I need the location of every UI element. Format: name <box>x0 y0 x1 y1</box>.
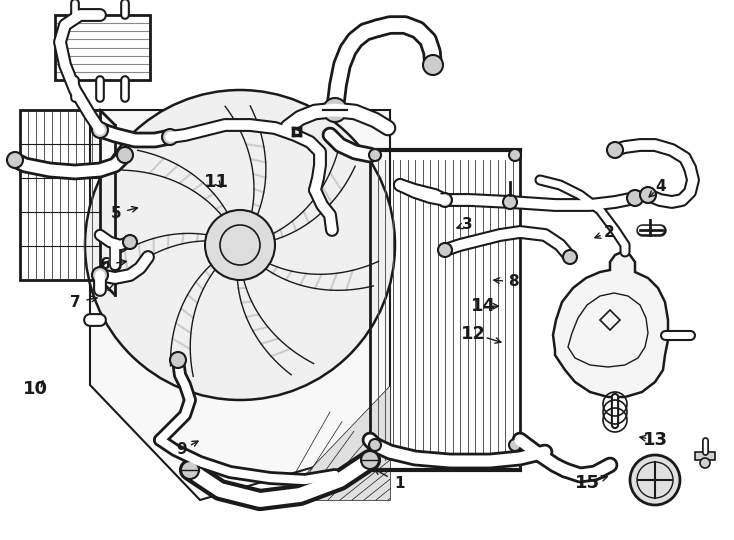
Circle shape <box>640 187 656 203</box>
Text: 8: 8 <box>509 274 519 289</box>
Text: 9: 9 <box>177 442 187 457</box>
Text: 13: 13 <box>643 431 668 449</box>
Text: 3: 3 <box>462 217 473 232</box>
Circle shape <box>607 142 623 158</box>
Circle shape <box>323 98 347 122</box>
Circle shape <box>563 250 577 264</box>
Circle shape <box>509 149 521 161</box>
Circle shape <box>181 461 199 479</box>
Circle shape <box>369 149 381 161</box>
Bar <box>20 110 100 280</box>
Circle shape <box>438 243 452 257</box>
Polygon shape <box>280 385 390 500</box>
Text: 4: 4 <box>655 179 666 194</box>
Circle shape <box>117 147 133 163</box>
Text: 15: 15 <box>575 474 600 492</box>
Circle shape <box>361 451 379 469</box>
Circle shape <box>170 352 186 368</box>
Text: 12: 12 <box>461 325 486 343</box>
Circle shape <box>92 122 108 138</box>
Text: 6: 6 <box>100 257 110 272</box>
Text: 1: 1 <box>395 476 405 491</box>
Circle shape <box>369 439 381 451</box>
Circle shape <box>92 267 108 283</box>
Bar <box>55 15 150 80</box>
Circle shape <box>509 439 521 451</box>
Circle shape <box>205 210 275 280</box>
Text: 2: 2 <box>604 225 614 240</box>
Text: 14: 14 <box>470 297 495 315</box>
Circle shape <box>438 193 452 207</box>
Text: 7: 7 <box>70 295 80 310</box>
Circle shape <box>423 55 443 75</box>
Polygon shape <box>553 252 668 397</box>
Bar <box>695 452 715 460</box>
Circle shape <box>123 235 137 249</box>
Circle shape <box>162 129 178 145</box>
Circle shape <box>503 195 517 209</box>
Circle shape <box>630 455 680 505</box>
Circle shape <box>85 90 395 400</box>
Text: 5: 5 <box>111 206 121 221</box>
Text: 11: 11 <box>204 173 229 191</box>
Polygon shape <box>90 110 390 500</box>
Text: 10: 10 <box>23 380 48 398</box>
Circle shape <box>627 190 643 206</box>
Circle shape <box>7 152 23 168</box>
Circle shape <box>700 458 710 468</box>
